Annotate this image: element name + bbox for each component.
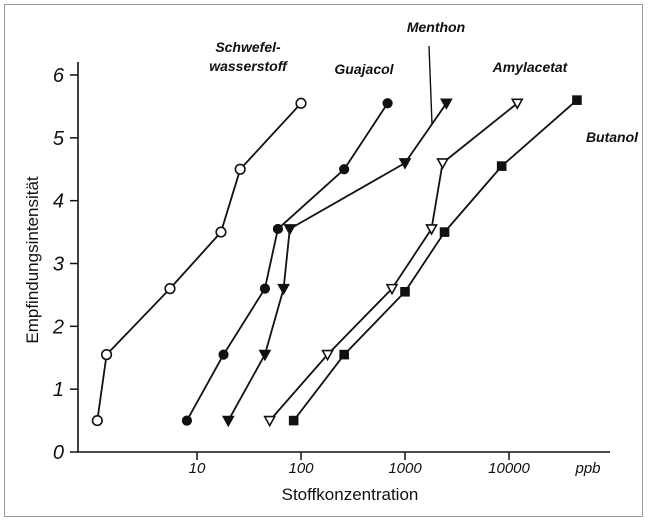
point-butanol-0 [288,415,299,426]
point-amylacetat-0 [263,415,277,428]
point-menthon-5 [440,98,453,110]
series-label-schwefel-wasserstoff: Schwefel-wasserstoff [209,39,288,74]
point-amylacetat-4 [436,158,449,170]
y-tick-label-4: 4 [53,191,64,213]
x-ticks: 10 100 1000 10000 [189,452,531,477]
point-guajacol-3 [272,223,284,235]
series-label-line-amylacetat-0: Amylacetat [492,59,569,75]
series-label-amylacetat: Amylacetat [492,59,569,75]
point-guajacol-0 [181,415,193,426]
x-tick-label-1: 100 [288,460,314,477]
x-unit-label: ppb [574,460,600,477]
x-tick-label-3: 10000 [488,460,530,477]
point-amylacetat-3 [425,224,438,236]
series-line-schwefel-wasserstoff [96,102,302,421]
series-label-line-butanol-0: Butanol [586,129,639,145]
point-menthon-3 [283,224,297,236]
series-label-line-menthon-0: Menthon [407,19,465,35]
series-label-line-schwefel-wasserstoff-1: wasserstoff [209,58,288,74]
point-guajacol-5 [382,98,393,109]
point-guajacol-2 [259,283,271,294]
point-amylacetat-2 [385,283,399,296]
series-line-menthon [227,102,448,422]
axes [77,62,610,453]
y-tick-label-3: 3 [53,254,64,276]
series-label-line-guajacol-0: Guajacol [334,61,394,77]
point-butanol-1 [339,349,349,360]
point-amylacetat-1 [321,349,334,362]
menthon-leader-line [428,45,433,125]
series-labels: Schwefel-wasserstoff Guajacol Menthon Amyla… [209,19,639,145]
series-label-line-schwefel-wasserstoff-0: Schwefel- [215,39,281,55]
series-line-amylacetat [269,102,518,422]
point-menthon-0 [221,415,235,428]
point-butanol-4 [496,161,507,171]
point-schwefel-wasserstoff-4 [234,163,246,175]
point-menthon-2 [277,283,290,296]
series-line-butanol [292,99,578,422]
point-schwefel-wasserstoff-1 [100,349,113,361]
point-guajacol-4 [339,164,350,175]
x-tick-label-0: 10 [189,460,206,477]
y-tick-label-2: 2 [52,316,64,338]
point-amylacetat-5 [510,98,524,110]
point-menthon-1 [258,349,272,362]
point-butanol-3 [439,227,450,237]
point-butanol-2 [400,286,410,297]
point-schwefel-wasserstoff-3 [215,226,227,238]
x-tick-label-2: 1000 [388,460,422,477]
x-axis-title: Stoffkonzentration [282,485,419,504]
series-label-menthon: Menthon [407,19,465,35]
y-tick-label-5: 5 [53,128,65,150]
series-label-butanol: Butanol [586,129,639,145]
series-label-guajacol: Guajacol [334,61,394,77]
figure-frame [4,4,643,517]
y-axis-title: Empfindungsintensität [23,176,42,344]
series-lines [96,99,578,422]
y-tick-label-0: 0 [53,442,64,464]
y-ticks: 0 1 2 3 4 5 6 [52,65,78,464]
series-line-guajacol [186,102,389,422]
series-markers [91,95,582,428]
point-menthon-4 [398,158,412,170]
y-tick-label-1: 1 [53,379,64,401]
point-schwefel-wasserstoff-5 [295,97,307,109]
point-butanol-5 [572,95,582,105]
y-tick-label-6: 6 [53,65,65,87]
point-schwefel-wasserstoff-0 [91,414,103,427]
point-schwefel-wasserstoff-2 [164,283,176,295]
point-guajacol-1 [218,349,229,360]
